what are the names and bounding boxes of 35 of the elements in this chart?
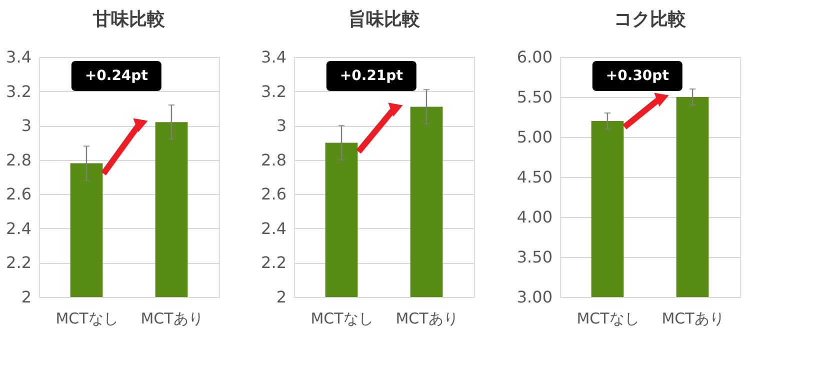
x-tick-label: MCTなし: [310, 310, 374, 328]
chart-title: 旨味比較: [348, 9, 421, 30]
y-tick-label: 5.00: [516, 128, 552, 146]
chart-title: コク比較: [614, 9, 687, 30]
y-tick-label: 3.00: [516, 288, 552, 306]
y-tick-label: 3.2: [6, 82, 32, 101]
y-tick-label: 2.6: [6, 184, 32, 204]
y-tick-label: 2.4: [6, 218, 32, 238]
y-tick-label: 3.4: [6, 48, 32, 66]
x-tick-label: MCTなし: [56, 310, 118, 328]
y-tick-label: 3.50: [516, 248, 552, 266]
y-tick-label: 6.00: [516, 48, 552, 66]
y-tick-label: 4.50: [516, 168, 552, 186]
y-tick-label: 2.8: [261, 150, 286, 170]
y-tick-label: 2.8: [6, 150, 32, 170]
y-tick-label: 5.50: [516, 88, 552, 106]
x-tick-label: MCTなし: [576, 310, 640, 328]
annotation: +0.24pt: [84, 68, 148, 84]
y-tick-label: 3.2: [261, 82, 286, 101]
y-tick-label: 2.4: [261, 218, 286, 238]
y-tick-label: 2.6: [261, 184, 286, 204]
y-tick-label: 2: [276, 288, 286, 306]
x-tick-label: MCTあり: [140, 310, 204, 328]
annotation: +0.21pt: [340, 68, 404, 84]
y-tick-label: 3: [21, 116, 32, 136]
y-tick-label: 3: [276, 116, 286, 136]
x-tick-label: MCTあり: [662, 310, 724, 328]
y-tick-label: 4.00: [516, 208, 552, 226]
y-tick-label: 2: [21, 288, 32, 306]
y-tick-label: 3.4: [261, 48, 286, 66]
x-tick-label: MCTあり: [396, 310, 458, 328]
y-tick-label: 2.2: [261, 253, 286, 272]
y-tick-label: 2.2: [6, 253, 32, 272]
chart-title: 甘味比較: [92, 9, 166, 30]
annotation: +0.30pt: [606, 68, 670, 84]
